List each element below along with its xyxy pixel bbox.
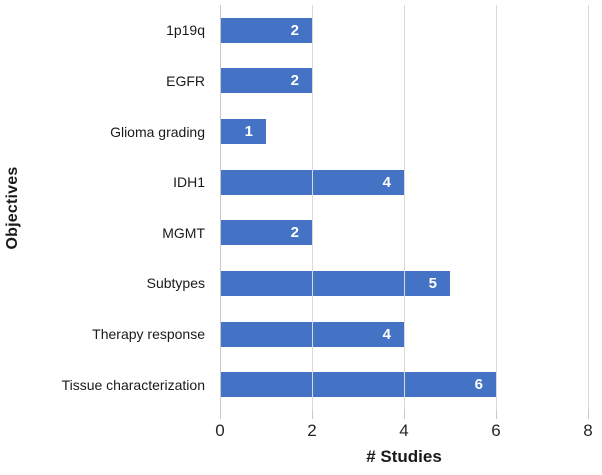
bar-row: 1 [220,106,588,157]
bar-row: 2 [220,56,588,107]
bar: 6 [220,372,496,398]
gridline [588,5,589,410]
bar: 2 [220,17,312,43]
x-tick-label: 0 [215,421,225,440]
bar-value-label: 2 [290,72,299,90]
x-tick-label: 8 [583,421,593,440]
bar-row: 2 [220,5,588,56]
x-axis-title: # Studies [366,447,442,466]
bar-value-label: 1 [244,123,253,141]
category-axis: 1p19q EGFR Glioma grading IDH1 MGMT Subtypes T… [0,5,212,410]
category-label: Subtypes [146,275,205,292]
gridline [404,5,405,410]
bar: 2 [220,220,312,246]
x-tick-mark [220,410,221,419]
category-label: Tissue characterization [61,376,205,393]
bar: 2 [220,68,312,94]
gridline [496,5,497,410]
bar-row: 5 [220,258,588,309]
category-label: Glioma grading [110,123,205,140]
bar-row: 6 [220,359,588,410]
bar-row: 2 [220,208,588,259]
bar-value-label: 6 [474,376,483,394]
category-label: IDH1 [173,174,205,191]
bar-value-label: 2 [290,21,299,39]
bar-value-label: 4 [382,173,391,191]
gridline [312,5,313,410]
axis-line-zero [220,5,221,410]
bar-value-label: 5 [428,274,437,292]
category-label: 1p19q [166,22,205,39]
x-tick-label: 6 [491,421,501,440]
bar: 1 [220,119,266,145]
category-label: EGFR [166,72,205,89]
x-tick-mark [312,410,313,419]
bar: 5 [220,270,450,296]
x-tick-label: 4 [399,421,409,440]
bar-value-label: 4 [382,325,391,343]
category-label: Therapy response [92,326,205,343]
bar-value-label: 2 [290,224,299,242]
category-label: MGMT [162,224,205,241]
x-tick-label: 2 [307,421,317,440]
x-tick-mark [496,410,497,419]
x-tick-mark [588,410,589,419]
plot-area: 2 2 1 4 2 5 4 6 [220,5,589,410]
x-tick-mark [404,410,405,419]
